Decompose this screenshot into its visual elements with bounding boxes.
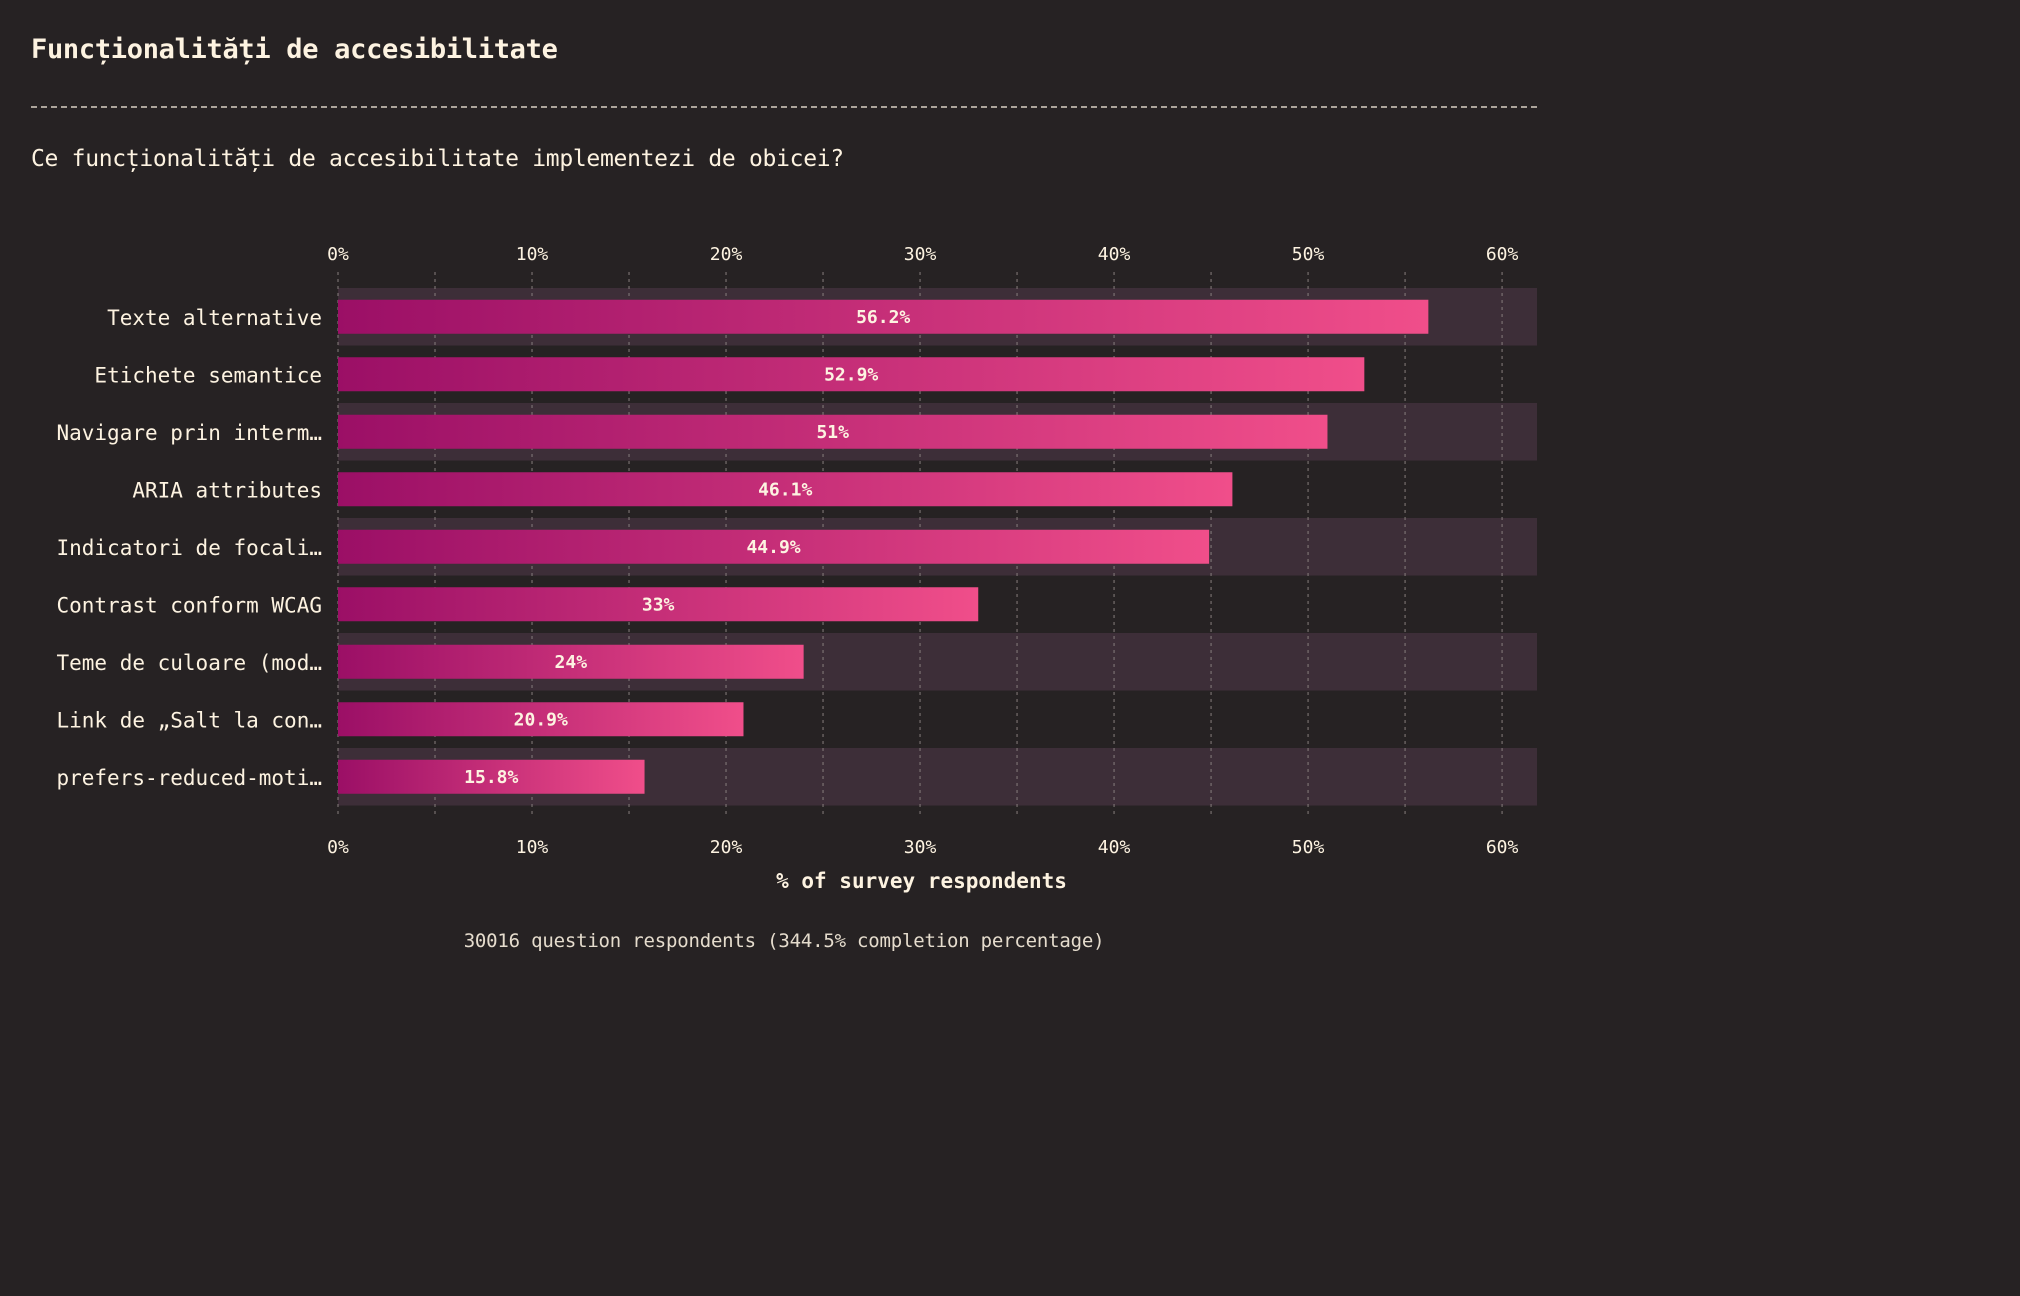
x-tick-label-bottom: 0% xyxy=(327,837,349,858)
x-tick-label-top: 40% xyxy=(1098,244,1131,265)
bar-value-label: 33% xyxy=(642,594,675,615)
respondents-footer: 30016 question respondents (344.5% compl… xyxy=(463,930,1105,952)
bar-value-label: 46.1% xyxy=(758,479,812,500)
question-subtitle: Ce funcționalități de accesibilitate imp… xyxy=(31,146,844,172)
bar xyxy=(338,644,804,679)
x-tick-label-top: 10% xyxy=(516,244,549,265)
bar-value-label: 56.2% xyxy=(856,307,910,328)
bar xyxy=(338,702,744,737)
x-tick-label-top: 60% xyxy=(1486,244,1519,265)
category-label: Navigare prin interm… xyxy=(56,421,322,445)
bar xyxy=(338,299,1429,334)
x-tick-label-top: 50% xyxy=(1292,244,1325,265)
x-tick-label-bottom: 40% xyxy=(1098,837,1131,858)
category-label: Etichete semantice xyxy=(94,363,322,387)
bar-value-label: 24% xyxy=(555,652,588,673)
category-label: ARIA attributes xyxy=(132,478,322,502)
bar xyxy=(338,414,1328,449)
category-label: prefers-reduced-moti… xyxy=(56,766,322,790)
category-label: Teme de culoare (mod… xyxy=(56,651,322,675)
x-tick-label-bottom: 60% xyxy=(1486,837,1519,858)
bar-value-label: 51% xyxy=(816,422,849,443)
x-tick-label-bottom: 10% xyxy=(516,837,549,858)
x-tick-label-bottom: 20% xyxy=(710,837,743,858)
x-tick-label-bottom: 50% xyxy=(1292,837,1325,858)
category-label: Texte alternative xyxy=(107,306,322,330)
bar-value-label: 44.9% xyxy=(746,537,800,558)
x-tick-label-bottom: 30% xyxy=(904,837,937,858)
x-tick-label-top: 20% xyxy=(710,244,743,265)
chart-title: Funcționalități de accesibilitate xyxy=(31,34,558,65)
title-divider xyxy=(31,106,1537,108)
bar xyxy=(338,357,1365,392)
category-label: Contrast conform WCAG xyxy=(56,593,322,617)
bar xyxy=(338,529,1210,564)
bar-value-label: 15.8% xyxy=(464,767,518,788)
bar xyxy=(338,587,979,622)
bar-value-label: 52.9% xyxy=(824,364,878,385)
bar-chart: 56.2% Texte alternative 52.9% Etichete sema… xyxy=(56,244,1537,893)
category-label: Indicatori de focali… xyxy=(56,536,322,560)
x-axis-title: % of survey respondents xyxy=(776,869,1067,893)
bar xyxy=(338,759,645,794)
bar-value-label: 20.9% xyxy=(514,709,568,730)
x-tick-label-top: 0% xyxy=(327,244,349,265)
bar xyxy=(338,472,1233,507)
category-label: Link de „Salt la con… xyxy=(56,708,322,732)
x-tick-label-top: 30% xyxy=(904,244,937,265)
